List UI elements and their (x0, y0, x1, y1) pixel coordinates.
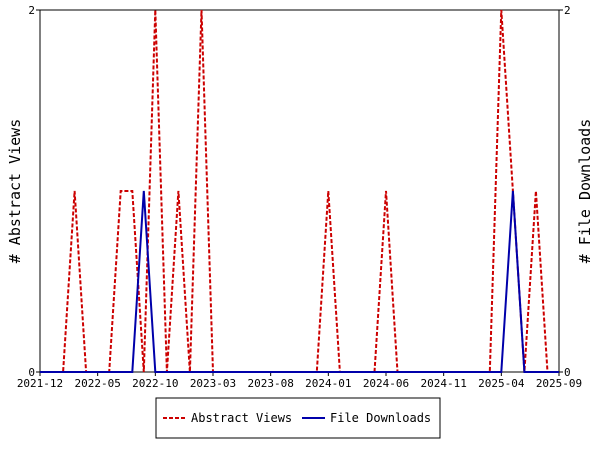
y-right-tick-label: 2 (564, 4, 571, 17)
x-tick-label: 2025-09 (536, 377, 582, 390)
x-tick-label: 2021-12 (17, 377, 63, 390)
x-tick-label: 2024-11 (420, 377, 466, 390)
x-tick-label: 2023-03 (190, 377, 236, 390)
x-tick-label: 2022-05 (74, 377, 120, 390)
x-tick-label: 2024-06 (363, 377, 409, 390)
y-left-tick-label: 0 (28, 366, 35, 379)
legend: Abstract Views File Downloads (155, 397, 441, 439)
y-axis-right-label: # File Downloads (576, 119, 594, 264)
x-tick-label: 2024-01 (305, 377, 351, 390)
x-tick-label: 2022-10 (132, 377, 178, 390)
legend-box (155, 397, 441, 439)
y-right-tick-label: 0 (564, 366, 571, 379)
series-line-abstract-views (40, 9, 559, 373)
x-axis: 2021-12 2022-05 2022-10 2023-03 2023-08 2024-… (17, 372, 582, 390)
legend-label-abstract-views: Abstract Views (191, 411, 292, 425)
y-axis-left-label: # Abstract Views (6, 119, 24, 264)
y-left-tick-label: 2 (28, 4, 35, 17)
series-layer (40, 9, 559, 373)
x-tick-label: 2023-08 (247, 377, 293, 390)
y-axis: 0 2 0 2 (28, 4, 570, 379)
series-line-file-downloads (40, 190, 559, 373)
legend-label-file-downloads: File Downloads (330, 411, 431, 425)
x-tick-label: 2025-04 (478, 377, 525, 390)
